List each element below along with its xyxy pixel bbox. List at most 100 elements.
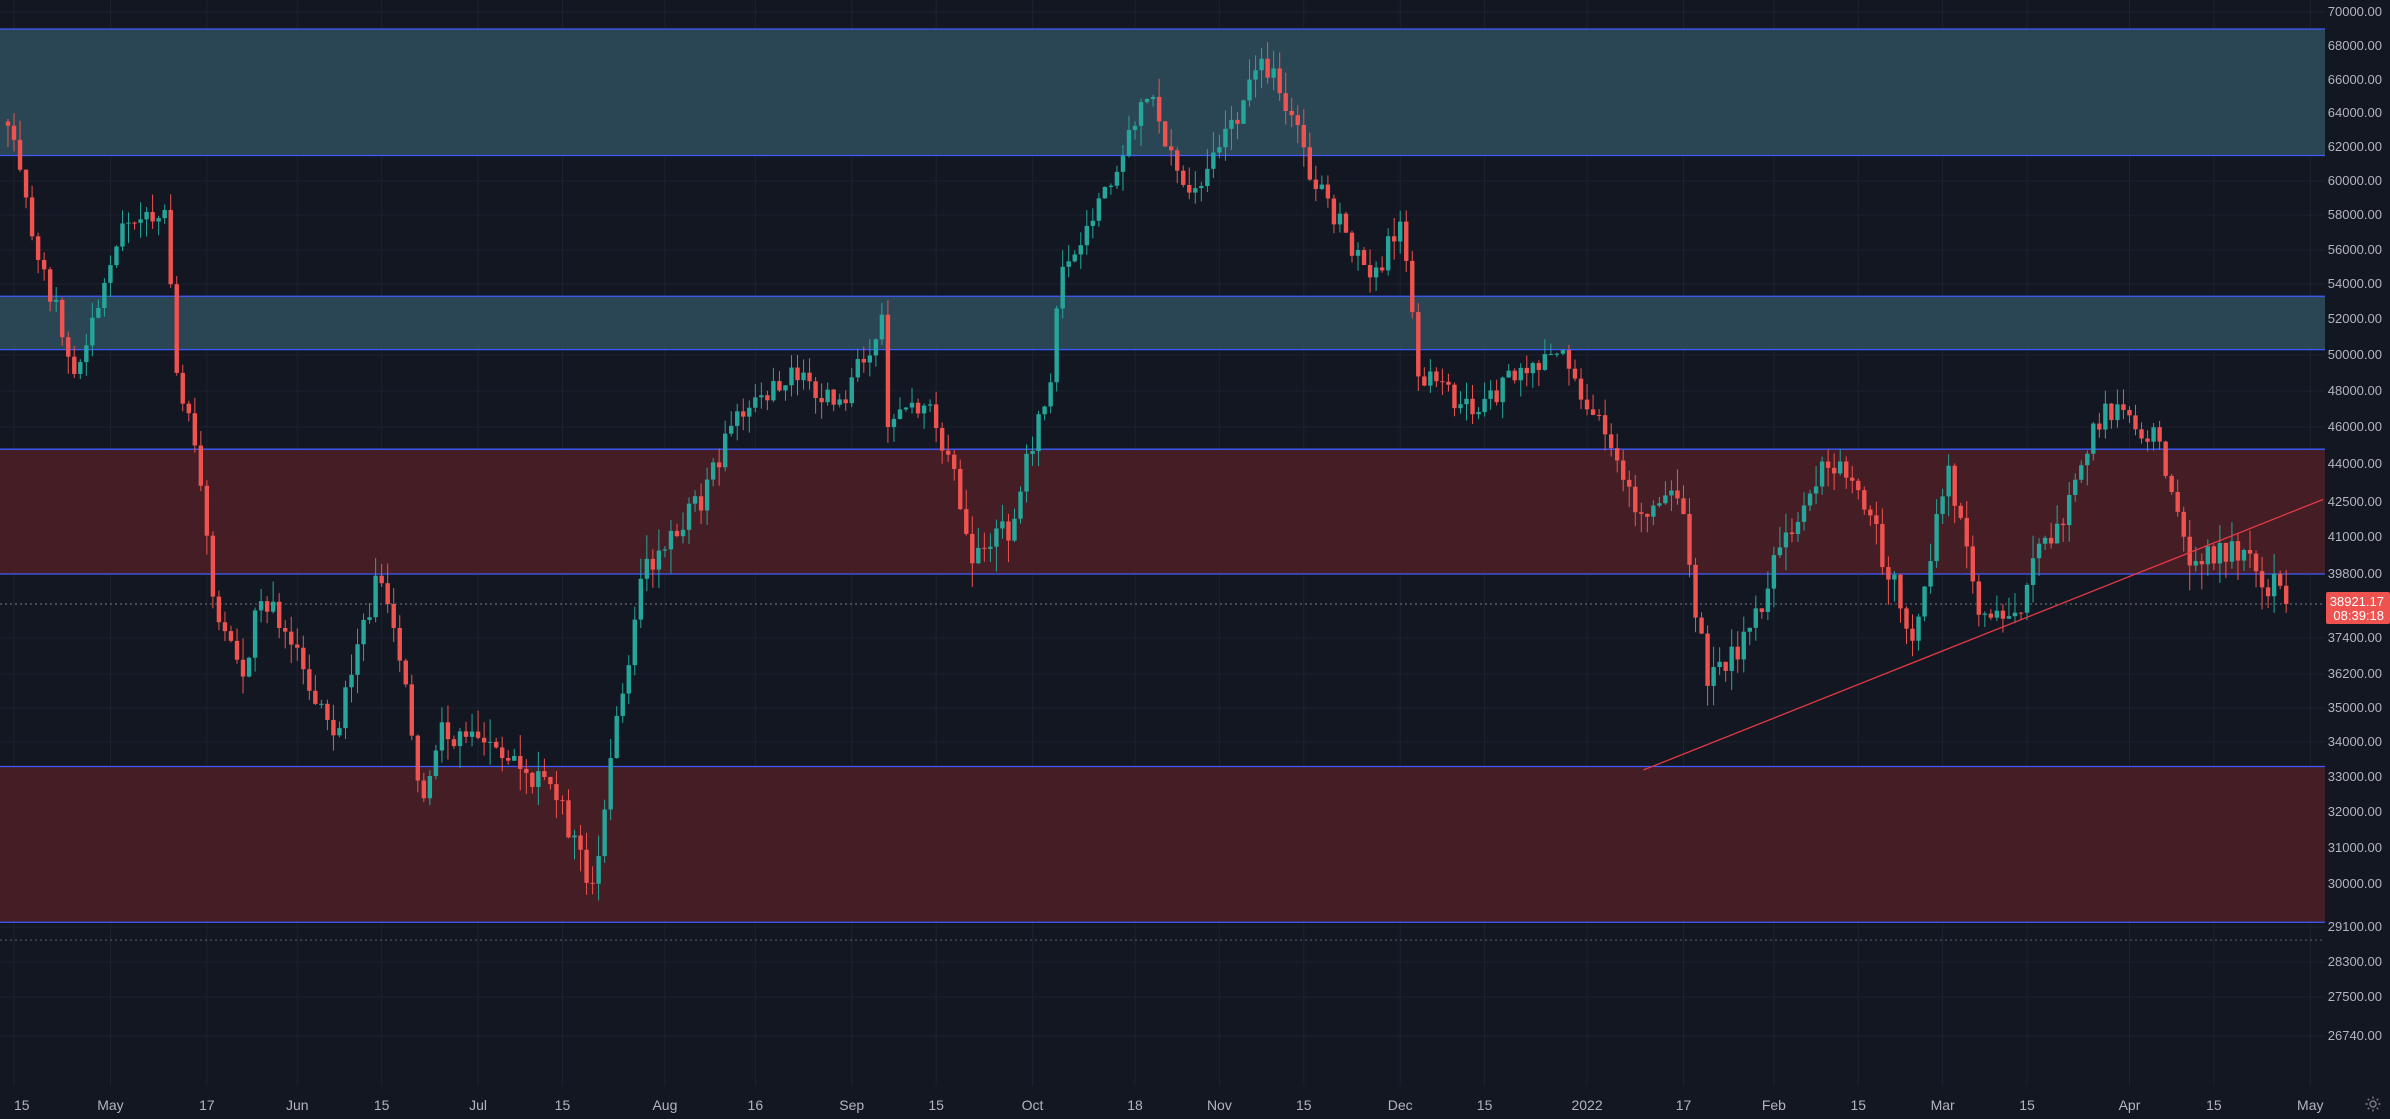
- candle-bearish[interactable]: [765, 395, 770, 401]
- candle-bullish[interactable]: [891, 418, 897, 428]
- candle-bullish[interactable]: [1753, 608, 1759, 628]
- candle-bullish[interactable]: [1241, 100, 1246, 124]
- candle-bullish[interactable]: [1024, 453, 1029, 492]
- candle-bearish[interactable]: [1410, 260, 1415, 313]
- candle-bullish[interactable]: [1994, 610, 2000, 618]
- candle-bearish[interactable]: [1187, 184, 1192, 193]
- candle-bearish[interactable]: [1349, 232, 1355, 256]
- candle-bullish[interactable]: [1765, 588, 1771, 612]
- candle-bearish[interactable]: [2187, 536, 2192, 566]
- candle-bullish[interactable]: [1657, 503, 1662, 506]
- candle-bullish[interactable]: [1102, 186, 1108, 199]
- candle-bearish[interactable]: [1265, 58, 1270, 78]
- candle-bearish[interactable]: [228, 631, 234, 641]
- candle-bullish[interactable]: [638, 578, 644, 620]
- candle-bullish[interactable]: [1482, 398, 1487, 412]
- candle-bullish[interactable]: [1795, 521, 1801, 535]
- candle-bearish[interactable]: [397, 627, 402, 661]
- candle-bearish[interactable]: [1331, 198, 1337, 225]
- candle-bearish[interactable]: [578, 835, 583, 850]
- candle-bullish[interactable]: [1108, 185, 1114, 187]
- candle-bullish[interactable]: [988, 546, 993, 549]
- candle-bullish[interactable]: [825, 389, 830, 403]
- candle-bullish[interactable]: [114, 246, 119, 266]
- candle-bullish[interactable]: [1398, 221, 1403, 242]
- candle-bearish[interactable]: [861, 358, 867, 363]
- candle-bullish[interactable]: [1199, 186, 1204, 189]
- candle-bullish[interactable]: [1922, 586, 1927, 617]
- candle-bearish[interactable]: [2175, 492, 2180, 512]
- candle-bullish[interactable]: [903, 407, 909, 410]
- candle-bullish[interactable]: [855, 358, 860, 378]
- candle-bullish[interactable]: [879, 314, 885, 340]
- candle-bearish[interactable]: [2133, 415, 2138, 430]
- candle-bearish[interactable]: [1831, 467, 1837, 474]
- candle-bullish[interactable]: [2217, 542, 2223, 564]
- candle-bullish[interactable]: [361, 619, 366, 645]
- candle-bearish[interactable]: [2139, 429, 2144, 439]
- candle-bullish[interactable]: [512, 755, 517, 761]
- candle-bearish[interactable]: [5, 121, 11, 126]
- candle-bullish[interactable]: [976, 547, 981, 564]
- candle-bearish[interactable]: [174, 284, 179, 373]
- candle-bullish[interactable]: [2036, 543, 2042, 559]
- candle-bearish[interactable]: [560, 800, 565, 802]
- candle-bearish[interactable]: [1614, 448, 1620, 461]
- candle-bearish[interactable]: [66, 337, 71, 357]
- candle-bullish[interactable]: [1054, 308, 1059, 383]
- candle-bearish[interactable]: [831, 389, 836, 405]
- candle-bearish[interactable]: [72, 356, 77, 374]
- candle-bullish[interactable]: [1711, 667, 1716, 686]
- candle-bearish[interactable]: [1006, 521, 1011, 541]
- candle-bullish[interactable]: [1060, 266, 1065, 309]
- candle-bullish[interactable]: [2205, 546, 2211, 565]
- candle-bearish[interactable]: [2277, 573, 2283, 586]
- candle-bearish[interactable]: [415, 735, 421, 781]
- candle-bearish[interactable]: [2265, 587, 2271, 597]
- candle-bearish[interactable]: [1868, 509, 1873, 516]
- candle-bullish[interactable]: [1488, 390, 1493, 399]
- candle-bullish[interactable]: [2030, 558, 2036, 585]
- candle-bullish[interactable]: [1114, 171, 1120, 186]
- candle-bullish[interactable]: [252, 610, 258, 658]
- candle-bearish[interactable]: [1789, 532, 1795, 535]
- candle-bearish[interactable]: [180, 372, 185, 404]
- candle-bearish[interactable]: [933, 404, 939, 429]
- candle-bearish[interactable]: [1958, 505, 1963, 518]
- candle-bullish[interactable]: [1741, 631, 1746, 660]
- candle-bullish[interactable]: [849, 377, 854, 404]
- candle-bearish[interactable]: [1886, 567, 1891, 580]
- candle-bullish[interactable]: [2115, 404, 2120, 421]
- candle-bullish[interactable]: [1138, 102, 1144, 126]
- candle-bullish[interactable]: [1373, 267, 1379, 278]
- candle-bullish[interactable]: [2006, 616, 2012, 619]
- candle-bullish[interactable]: [1090, 220, 1096, 226]
- candle-bullish[interactable]: [1940, 496, 1945, 515]
- candle-bearish[interactable]: [1578, 378, 1584, 400]
- candle-bullish[interactable]: [1355, 250, 1361, 256]
- candle-bullish[interactable]: [783, 385, 788, 391]
- candle-bullish[interactable]: [1717, 661, 1722, 668]
- candle-bullish[interactable]: [1669, 490, 1674, 496]
- candle-bearish[interactable]: [2169, 475, 2174, 493]
- candle-bearish[interactable]: [1283, 93, 1288, 111]
- candle-bearish[interactable]: [1964, 517, 1969, 547]
- candle-bullish[interactable]: [2012, 612, 2018, 617]
- trendline[interactable]: [1643, 498, 2324, 771]
- candle-bearish[interactable]: [1295, 115, 1300, 126]
- candle-bearish[interactable]: [1440, 381, 1445, 383]
- candle-bearish[interactable]: [2018, 612, 2024, 614]
- candle-bearish[interactable]: [2211, 546, 2217, 564]
- candle-bearish[interactable]: [204, 485, 210, 536]
- candle-bullish[interactable]: [2229, 541, 2235, 562]
- candle-bearish[interactable]: [885, 314, 891, 428]
- candle-bullish[interactable]: [1096, 198, 1102, 221]
- candle-bearish[interactable]: [1970, 546, 1975, 582]
- candle-bearish[interactable]: [1470, 398, 1475, 415]
- candle-bearish[interactable]: [1844, 461, 1849, 478]
- candle-bearish[interactable]: [29, 197, 35, 237]
- candle-bearish[interactable]: [813, 381, 818, 398]
- candle-bullish[interactable]: [1729, 646, 1734, 671]
- candle-bearish[interactable]: [1910, 628, 1915, 641]
- candle-bearish[interactable]: [313, 690, 318, 704]
